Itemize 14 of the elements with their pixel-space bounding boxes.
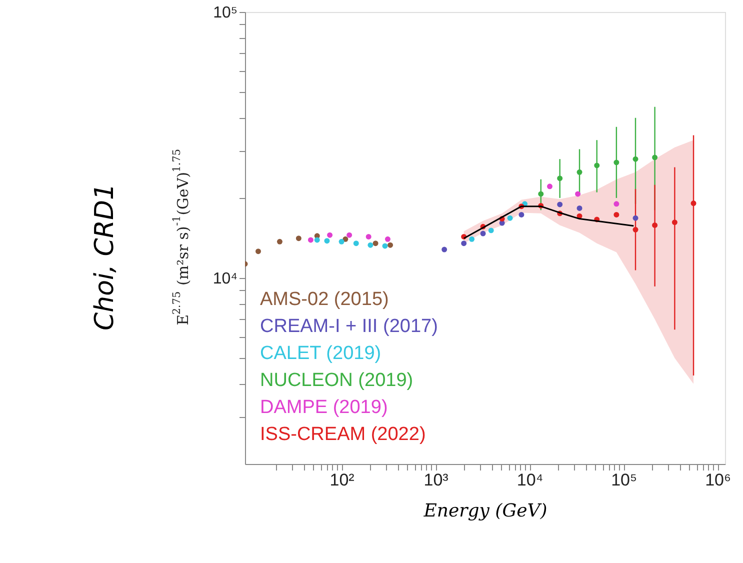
x-tick-label: 10⁶	[705, 470, 732, 490]
text: ISS-CREAM (2022)	[260, 424, 426, 445]
text: CALET (2019)	[260, 343, 382, 364]
x-tick-label: 10³	[424, 470, 449, 490]
x-axis-title: Energy (GeV)	[422, 500, 548, 522]
text: CREAM-I + III (2017)	[260, 316, 438, 337]
x-tick-label: 10⁴	[516, 470, 544, 490]
text: DAMPE (2019)	[260, 397, 388, 418]
text: NUCLEON (2019)	[260, 370, 414, 391]
x-tick-label: 10²	[330, 470, 355, 490]
y-axis-title: E2.75 (m²sr s)-1(GeV)1.75	[171, 148, 192, 326]
x-tick-label: 10⁵	[611, 470, 638, 490]
series-label: AMS-02 (2015)	[260, 289, 389, 310]
text: Choi, CRD1	[90, 183, 120, 331]
